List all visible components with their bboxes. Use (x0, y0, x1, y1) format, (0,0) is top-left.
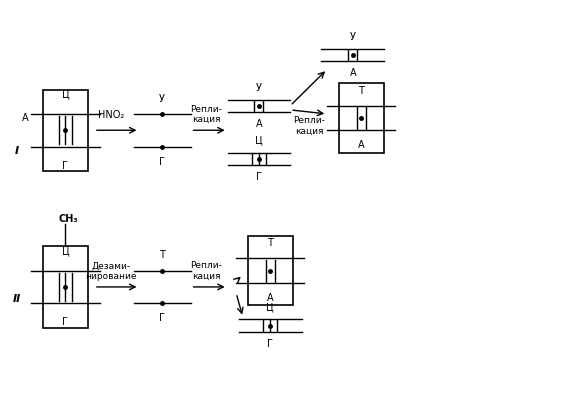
Text: Ц: Ц (61, 90, 69, 100)
Bar (248, 236, 293, 305)
Text: А: А (255, 119, 262, 129)
Text: Ц: Ц (61, 246, 69, 256)
Text: II: II (13, 294, 21, 304)
Text: HNO₂: HNO₂ (98, 110, 124, 120)
Bar (43, 90, 88, 171)
Text: I: I (15, 146, 19, 155)
Text: У: У (159, 94, 165, 104)
Text: Г: Г (267, 339, 273, 349)
Text: Репли-
кация: Репли- кация (190, 105, 222, 124)
Text: Г: Г (63, 317, 68, 328)
Text: Т: Т (267, 238, 273, 248)
Text: Т: Т (358, 85, 364, 96)
Text: Г: Г (63, 161, 68, 171)
Text: Дезами-
нирование: Дезами- нирование (85, 261, 137, 281)
Text: CH₃: CH₃ (59, 214, 78, 224)
Text: А: А (349, 68, 356, 78)
Text: Т: Т (159, 250, 165, 260)
Text: А: А (358, 140, 365, 151)
Text: У: У (256, 83, 262, 93)
Bar (43, 246, 88, 328)
Text: Г: Г (159, 157, 165, 167)
Text: А: А (22, 113, 29, 123)
Text: Г: Г (159, 313, 165, 324)
Text: Репли-
кация: Репли- кация (293, 116, 325, 136)
Text: Ц: Ц (255, 136, 263, 146)
Text: У: У (350, 32, 356, 42)
Bar (339, 83, 384, 153)
Text: А: А (267, 293, 274, 303)
Text: Ц: Ц (266, 302, 274, 313)
Text: Г: Г (256, 172, 262, 182)
Text: Репли-
кация: Репли- кация (190, 261, 222, 281)
